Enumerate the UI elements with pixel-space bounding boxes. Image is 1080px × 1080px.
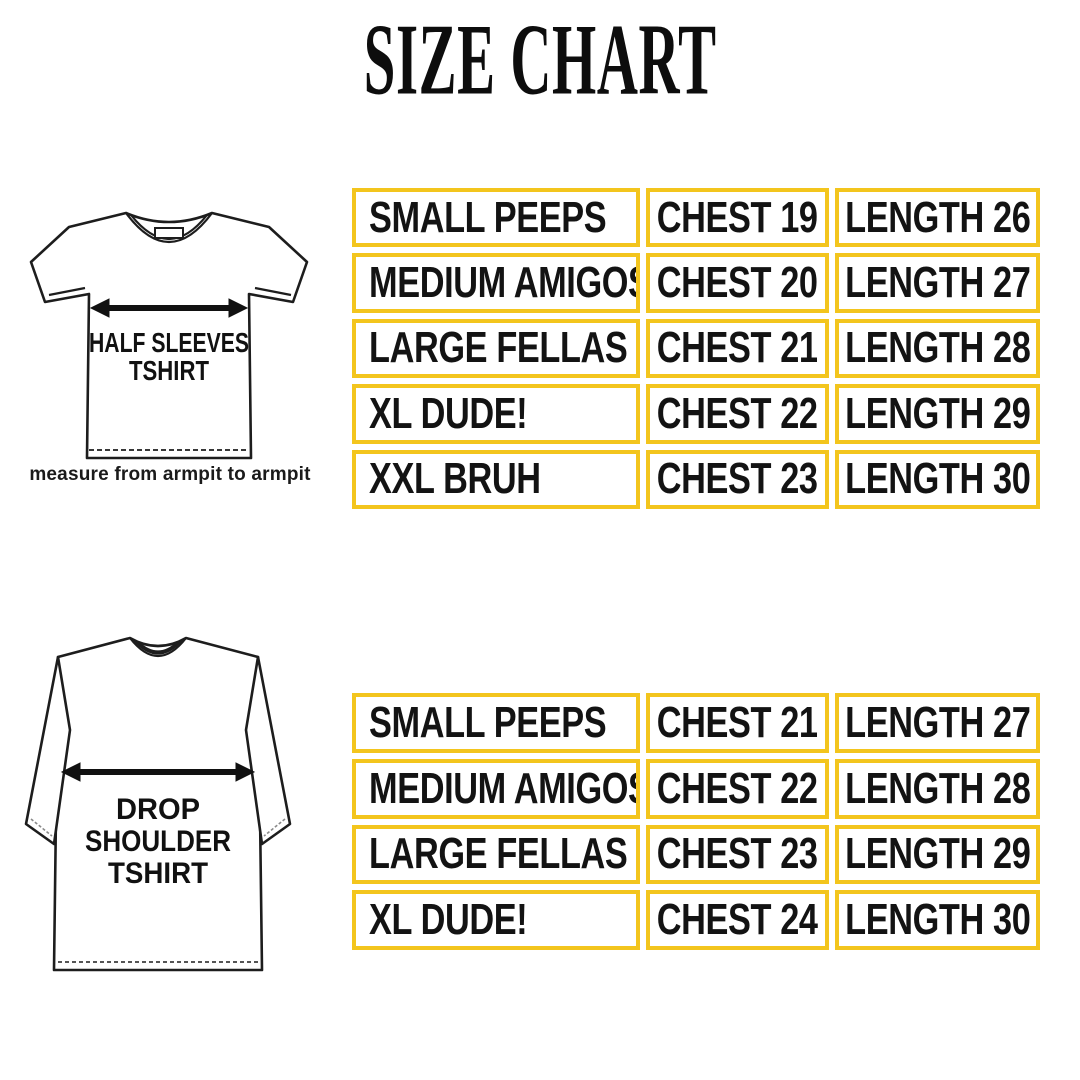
chest-width-arrow — [60, 762, 256, 782]
sleeve-cuff-left — [48, 286, 86, 297]
shirt-label-line2: SHOULDER — [85, 825, 231, 858]
drop-shoulder-size-table: SMALL PEEPS CHEST 21 LENGTH 27 MEDIUM AM… — [352, 693, 1040, 950]
length-cell: LENGTH 29 — [835, 384, 1040, 444]
length-cell: LENGTH 27 — [835, 693, 1040, 753]
chest-cell: CHEST 21 — [646, 318, 829, 379]
length-cell: LENGTH 26 — [835, 188, 1040, 248]
chest-cell: CHEST 22 — [646, 384, 829, 444]
page-title-text: SIZE CHART — [363, 3, 717, 117]
length-cell: LENGTH 27 — [835, 253, 1040, 313]
shirt-label-line1: DROP — [116, 793, 200, 826]
page-title: SIZE CHART — [0, 3, 1080, 117]
chest-width-arrow — [89, 298, 249, 318]
size-cell: LARGE FELLAS — [352, 824, 640, 885]
chest-cell: CHEST 23 — [646, 449, 829, 509]
size-cell: XXL BRUH — [352, 449, 640, 509]
sleeve-cuff-right — [254, 286, 292, 297]
size-cell: SMALL PEEPS — [352, 693, 640, 753]
half-sleeves-tshirt-illustration: HALF SLEEVES TSHIRT — [29, 211, 309, 460]
collar-middle — [133, 639, 183, 655]
size-cell: MEDIUM AMIGOS — [352, 758, 640, 819]
length-cell: LENGTH 30 — [835, 449, 1040, 509]
shirt-label-line2: TSHIRT — [129, 355, 209, 386]
sleeve-left — [24, 655, 72, 846]
size-cell: XL DUDE! — [352, 384, 640, 444]
neck-label — [154, 227, 184, 239]
shirt-label-line1: HALF SLEEVES — [89, 327, 249, 358]
size-cell: SMALL PEEPS — [352, 188, 640, 248]
measure-caption: measure from armpit to armpit — [29, 464, 311, 485]
size-cell: MEDIUM AMIGOS — [352, 253, 640, 313]
length-cell: LENGTH 29 — [835, 824, 1040, 885]
cuff-dashes-left — [30, 818, 53, 837]
length-cell: LENGTH 28 — [835, 758, 1040, 819]
cuff-dashes-right — [263, 818, 286, 837]
sleeve-right — [244, 655, 292, 846]
chest-cell: CHEST 21 — [646, 693, 829, 753]
chest-cell: CHEST 24 — [646, 890, 829, 950]
chest-cell: CHEST 22 — [646, 758, 829, 819]
size-cell: XL DUDE! — [352, 890, 640, 950]
chest-cell: CHEST 20 — [646, 253, 829, 313]
tshirt-body-outline — [52, 636, 264, 972]
shirt-label-line3: TSHIRT — [108, 857, 208, 890]
chest-cell: CHEST 19 — [646, 188, 829, 248]
collar-outer — [129, 637, 187, 657]
chest-cell: CHEST 23 — [646, 824, 829, 885]
half-sleeves-size-table: SMALL PEEPS CHEST 19 LENGTH 26 MEDIUM AM… — [352, 188, 1040, 509]
length-cell: LENGTH 30 — [835, 890, 1040, 950]
size-cell: LARGE FELLAS — [352, 318, 640, 379]
drop-shoulder-tshirt-illustration: DROP SHOULDER TSHIRT — [24, 636, 292, 972]
collar-inner — [137, 641, 179, 653]
collar-outer — [125, 212, 213, 244]
length-cell: LENGTH 28 — [835, 318, 1040, 379]
